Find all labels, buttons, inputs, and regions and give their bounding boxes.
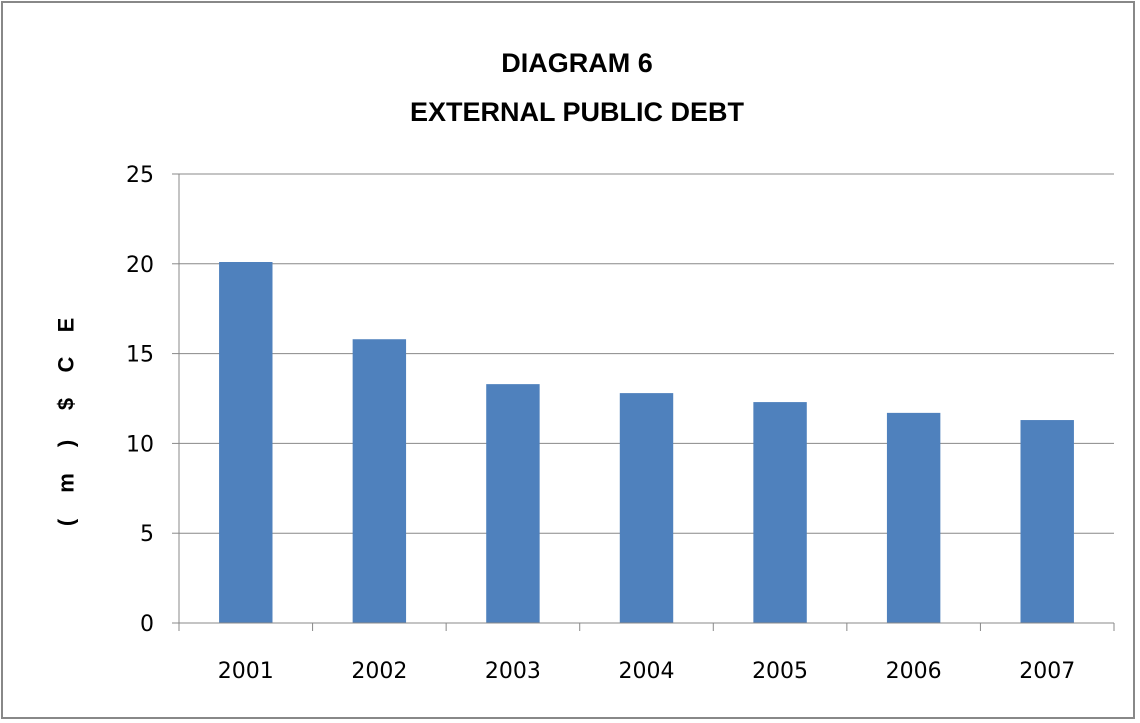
bar-2002 [352, 339, 407, 623]
y-axis-label-char-2: $ [54, 398, 79, 410]
y-axis-label-char-0: E [54, 318, 79, 333]
y-axis-label: E C $) m ( [54, 318, 79, 527]
bar-2005 [753, 402, 807, 623]
x-tick-label-2002: 2002 [351, 659, 407, 684]
bar-2001 [219, 262, 273, 623]
chart-title-line-1: DIAGRAM 6 [501, 48, 653, 78]
x-tick-label-2006: 2006 [886, 659, 942, 684]
y-tick-label-15: 15 [126, 343, 154, 368]
y-axis-label-char-1: C [54, 356, 79, 372]
y-axis-label-char-5: ( [54, 518, 79, 526]
x-tick-label-2001: 2001 [218, 659, 274, 684]
bar-2004 [619, 393, 674, 623]
bars [219, 262, 1074, 623]
y-tick-label-10: 10 [126, 432, 154, 457]
y-axis-label-char-4: m [54, 473, 79, 493]
chart-title-line-2: EXTERNAL PUBLIC DEBT [410, 97, 745, 127]
gridlines [172, 173, 1114, 624]
x-tick-label-2004: 2004 [619, 659, 675, 684]
y-tick-label-5: 5 [140, 522, 154, 547]
bar-2007 [1020, 420, 1074, 623]
axes [178, 174, 1115, 631]
y-tick-label-20: 20 [126, 253, 154, 278]
x-tick-label-2005: 2005 [752, 659, 808, 684]
x-tick-labels: 2001 2002 2003 2004 2005 2006 2007 [218, 659, 1075, 684]
x-tick-label-2003: 2003 [485, 659, 541, 684]
y-tick-labels: 0 5 10 15 20 25 [126, 163, 154, 637]
y-tick-label-25: 25 [126, 163, 154, 188]
bar-2006 [886, 412, 941, 623]
bar-2003 [486, 384, 540, 623]
x-tick-label-2007: 2007 [1019, 659, 1075, 684]
chart-title: DIAGRAM 6 EXTERNAL PUBLIC DEBT [410, 48, 745, 127]
y-tick-label-0: 0 [140, 612, 154, 637]
y-axis-label-char-3: ) [54, 440, 79, 447]
